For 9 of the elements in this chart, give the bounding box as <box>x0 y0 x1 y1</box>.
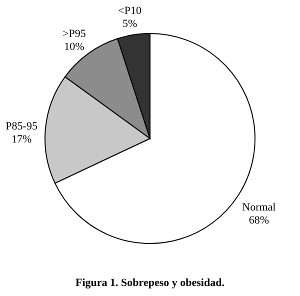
data-label: 10% <box>64 41 84 54</box>
text: Figura 1. Sobrepeso y obesidad. <box>76 277 225 289</box>
slice-label: >P95 <box>62 28 86 40</box>
slice-label: Normal <box>242 202 276 214</box>
data-label: 68% <box>248 214 270 227</box>
data-label: 17% <box>11 133 32 146</box>
data-label: 5% <box>122 18 138 30</box>
slice-label: P85-95 <box>6 120 38 132</box>
slice-label: <P10 <box>118 5 142 18</box>
